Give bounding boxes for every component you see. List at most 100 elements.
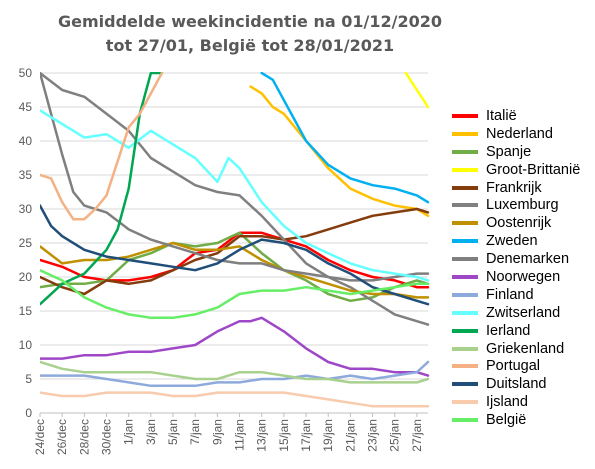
series-line-denemarken [40, 72, 430, 282]
legend-item-zwitserland: Zwitserland [452, 304, 580, 322]
legend-label: Oostenrijk [486, 215, 552, 232]
legend-item-itali-: Italië [452, 107, 580, 125]
x-tick-label: 26/dec [55, 419, 69, 455]
legend-swatch [452, 364, 478, 369]
series-line-noorwegen [40, 316, 430, 377]
legend-item-oostenrijk: Oostenrijk [452, 214, 580, 232]
y-tick-label: 25 [19, 236, 33, 250]
legend-swatch [452, 418, 478, 423]
legend-swatch [452, 274, 478, 279]
series-line-ijsland [40, 391, 430, 408]
x-tick-label: 11/jan [233, 419, 247, 451]
y-tick-label: 20 [19, 270, 33, 284]
legend-swatch [452, 328, 478, 333]
x-tick-label: 25/jan [388, 419, 402, 452]
x-tick-label: 27/jan [410, 419, 424, 452]
legend-item-zweden: Zweden [452, 232, 580, 250]
legend-swatch [452, 382, 478, 387]
x-tick-label: 23/jan [366, 419, 380, 452]
x-tick-label: 30/dec [100, 419, 114, 455]
series-line-luxemburg [40, 72, 430, 326]
legend-label: Italië [486, 107, 517, 124]
x-tick-label: 1/jan [122, 419, 136, 445]
legend-label: Ijsland [486, 394, 528, 411]
x-tick-label: 15/jan [277, 419, 291, 452]
series-line-duitsland [40, 204, 430, 306]
x-tick-label: 9/jan [210, 419, 224, 445]
legend-item-groot-brittani-: Groot-Brittanië [452, 161, 580, 179]
x-tick-label: 5/jan [166, 419, 180, 445]
legend-label: Noorwegen [486, 268, 561, 285]
legend-item-griekenland: Griekenland [452, 340, 580, 358]
legend-label: Ierland [486, 322, 531, 339]
legend-swatch [452, 257, 478, 262]
y-tick-label: 35 [19, 168, 33, 182]
x-tick-label: 21/jan [343, 419, 357, 452]
legend-swatch [452, 185, 478, 190]
legend-label: Duitsland [486, 376, 547, 393]
legend-label: Zwitserland [486, 304, 561, 321]
legend-item-ierland: Ierland [452, 322, 580, 340]
series-line-nederland [249, 85, 430, 218]
x-tick-label: 19/jan [321, 419, 335, 452]
series-line-portugal [40, 72, 164, 221]
series-line-oostenrijk [40, 241, 430, 299]
legend-swatch [452, 239, 478, 244]
legend-label: Portugal [486, 358, 541, 375]
legend-swatch [452, 292, 478, 297]
x-tick-label: 28/dec [77, 419, 91, 455]
y-tick-label: 40 [19, 134, 33, 148]
series-line-ierland [40, 72, 164, 306]
legend-item-duitsland: Duitsland [452, 375, 580, 393]
series-line-groot-brittani- [404, 72, 430, 109]
legend-swatch [452, 149, 478, 154]
series-line-zweden [260, 72, 430, 204]
x-tick-label: 24/dec [33, 419, 47, 455]
legend-item-portugal: Portugal [452, 357, 580, 375]
chart-title-line-1: Gemiddelde weekincidentie na 01/12/2020 [58, 12, 442, 31]
legend-item-luxemburg: Luxemburg [452, 196, 580, 214]
x-tick-label: 7/jan [188, 419, 202, 445]
legend-label: Zweden [486, 233, 538, 250]
legend-label: Nederland [486, 125, 553, 142]
chart-legend: Italië Nederland Spanje Groot-Brittanië Fran… [452, 107, 580, 429]
legend-item-belgi-: België [452, 411, 580, 429]
legend-swatch [452, 310, 478, 315]
legend-item-finland: Finland [452, 286, 580, 304]
legend-label: Luxemburg [486, 197, 559, 214]
legend-swatch [452, 131, 478, 136]
x-tick-label: 3/jan [144, 419, 158, 445]
x-tick-label: 17/jan [299, 419, 313, 452]
legend-swatch [452, 167, 478, 172]
y-tick-label: 0 [25, 406, 32, 420]
y-tick-label: 45 [19, 100, 33, 114]
legend-swatch [452, 203, 478, 208]
x-tick-label: 13/jan [255, 419, 269, 452]
legend-item-spanje: Spanje [452, 143, 580, 161]
series-line-belgi- [40, 268, 430, 320]
legend-label: Finland [486, 286, 534, 303]
legend-item-ijsland: Ijsland [452, 393, 580, 411]
y-tick-label: 5 [25, 372, 32, 386]
chart-title-line-2: tot 27/01, België tot 28/01/2021 [105, 36, 395, 55]
y-tick-label: 50 [19, 66, 33, 80]
series-group [40, 72, 430, 408]
legend-item-denemarken: Denemarken [452, 250, 580, 268]
y-tick-label: 15 [19, 304, 33, 318]
chart-title: Gemiddelde weekincidentie na 01/12/2020 … [40, 10, 460, 58]
series-line-griekenland [40, 360, 430, 384]
legend-swatch [452, 400, 478, 405]
legend-label: Frankrijk [486, 179, 542, 196]
y-tick-label: 10 [19, 338, 33, 352]
legend-swatch [452, 113, 478, 118]
legend-label: Groot-Brittanië [486, 161, 581, 178]
legend-item-noorwegen: Noorwegen [452, 268, 580, 286]
legend-label: Spanje [486, 143, 532, 160]
legend-label: Griekenland [486, 340, 565, 357]
legend-swatch [452, 221, 478, 226]
series-line-zwitserland [40, 109, 430, 282]
legend-label: Denemarken [486, 251, 570, 268]
legend-swatch [452, 346, 478, 351]
legend-item-frankrijk: Frankrijk [452, 179, 580, 197]
